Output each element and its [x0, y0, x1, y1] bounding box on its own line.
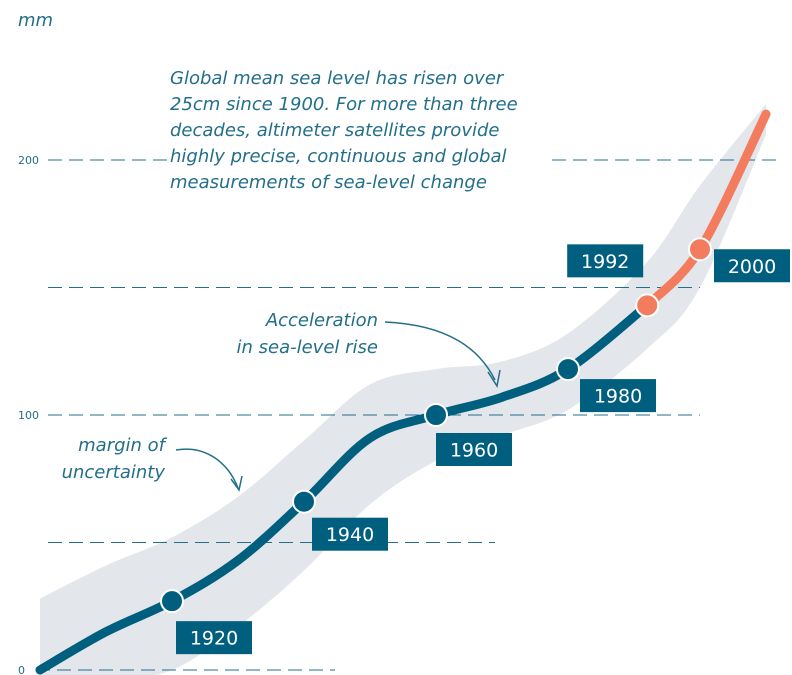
- uncertainty-annotation-line-2: uncertainty: [62, 462, 166, 483]
- year-label-box: [714, 249, 790, 283]
- year-label-box: [436, 433, 512, 466]
- y-tick-label: 0: [18, 664, 25, 675]
- year-label-1980: 1980: [580, 379, 656, 413]
- year-label-text: 1992: [581, 251, 629, 273]
- data-point-2000: [688, 237, 712, 262]
- year-label-text: 2000: [728, 256, 776, 278]
- tide-gauge-line: [35, 300, 652, 675]
- intro-line: decades, altimeter satellites provide: [170, 120, 500, 141]
- data-point-1920: [160, 589, 184, 614]
- year-label-text: 1960: [450, 440, 498, 462]
- uncertainty-annotation-line-1: margin of: [78, 435, 168, 456]
- uncertainty-arrow: [175, 448, 239, 489]
- intro-line: Global mean sea level has risen over: [170, 68, 504, 89]
- year-label-box: [176, 621, 252, 655]
- data-point-1980: [556, 357, 580, 382]
- data-point-1992: [635, 293, 660, 318]
- year-label-1940: 1940: [312, 517, 388, 551]
- acceleration-arrowhead: [487, 369, 501, 388]
- y-tick-label: 200: [18, 154, 39, 167]
- year-label-text: 1920: [190, 628, 238, 650]
- intro-line: highly precise, continuous and global: [170, 146, 507, 167]
- data-point-1940: [292, 489, 316, 514]
- year-label-2000: 2000: [714, 249, 790, 283]
- year-label-text: 1980: [594, 386, 642, 408]
- year-label-1920: 1920: [176, 621, 252, 655]
- acceleration-annotation-line-1: Acceleration: [265, 310, 378, 331]
- year-label-box: [580, 379, 656, 413]
- year-label-box: [567, 244, 644, 278]
- acceleration-annotation-line-2: in sea-level rise: [237, 337, 379, 358]
- uncertainty-arrowhead: [230, 475, 243, 492]
- intro-text: Global mean sea level has risen over 25c…: [170, 66, 550, 196]
- intro-line: measurements of sea-level change: [170, 172, 487, 193]
- y-tick-label: 100: [18, 409, 39, 422]
- acceleration-arrow: [384, 321, 496, 381]
- year-label-text: 1940: [326, 524, 374, 546]
- year-label-1992: 1992: [567, 244, 644, 278]
- y-axis-unit-label: mm: [18, 10, 54, 31]
- year-label-1960: 1960: [436, 433, 512, 466]
- data-point-1960: [424, 403, 448, 427]
- year-label-box: [312, 517, 388, 551]
- uncertainty-band: [40, 103, 766, 675]
- intro-line: 25cm since 1900. For more than three: [170, 94, 518, 115]
